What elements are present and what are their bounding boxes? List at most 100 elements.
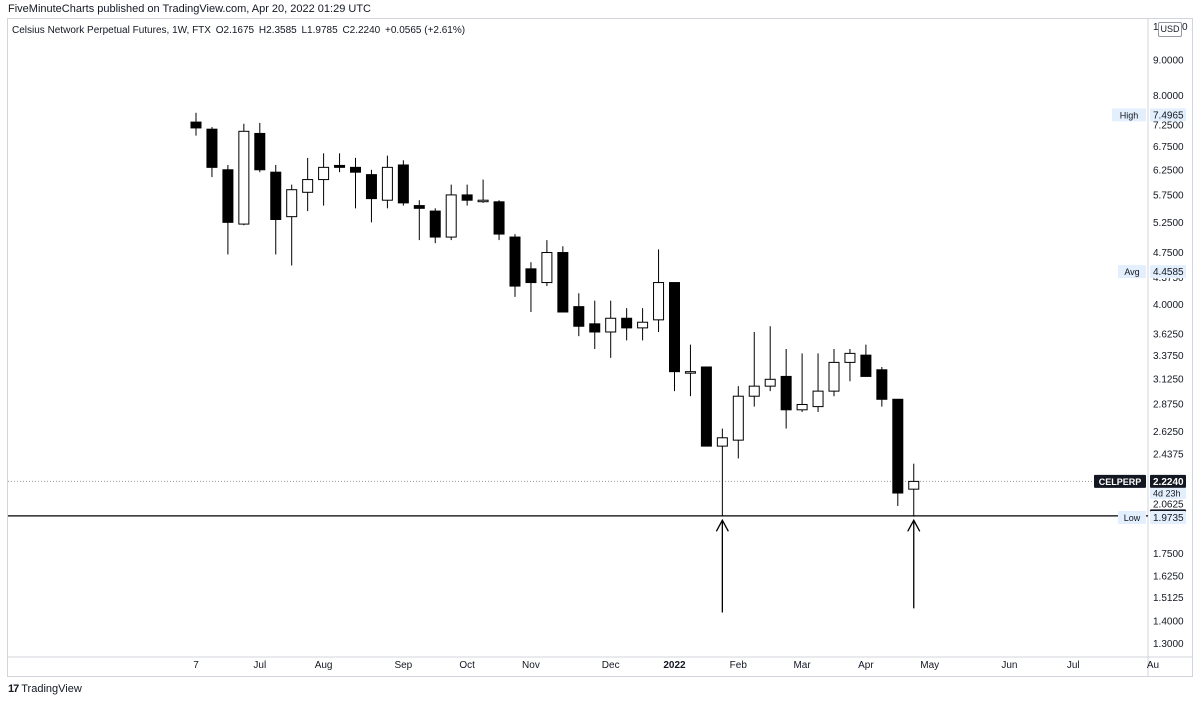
time-tick-label: Jul xyxy=(253,660,266,671)
candle-up xyxy=(318,166,330,181)
price-badge xyxy=(1150,108,1186,122)
price-tick-label: 1.6250 xyxy=(1153,572,1184,583)
candle-up xyxy=(796,403,808,411)
legend-open: O2.1675 xyxy=(215,25,255,36)
candle-up xyxy=(541,252,553,284)
time-tick-label: Jun xyxy=(1001,660,1017,671)
legend-high: H2.3585 xyxy=(258,25,297,36)
price-badge xyxy=(1150,265,1186,279)
candle-down xyxy=(621,317,633,329)
publisher-line: FiveMinuteCharts published on TradingVie… xyxy=(8,3,371,15)
candle-up xyxy=(844,352,856,363)
price-tick-label: 3.3750 xyxy=(1153,351,1184,362)
countdown-text: 4d 23h xyxy=(1153,488,1181,498)
currency-button[interactable]: USD xyxy=(1158,22,1182,37)
candle-up xyxy=(445,194,457,238)
footer-logo-text: TradingView xyxy=(21,683,82,695)
candle-up xyxy=(748,385,760,397)
candle-up xyxy=(828,361,840,392)
candle-down xyxy=(190,121,202,129)
tradingview-footer: 17 TradingView xyxy=(8,683,82,695)
candle-down xyxy=(206,128,218,168)
legend-close: C2.2240 xyxy=(342,25,381,36)
time-tick-label: Au xyxy=(1147,660,1159,671)
candle-down xyxy=(222,169,234,223)
price-line-label-badge xyxy=(1118,265,1146,279)
candle-up xyxy=(732,395,744,441)
candle-down xyxy=(860,354,872,377)
candle-down xyxy=(780,375,792,411)
candle-down xyxy=(573,306,585,327)
price-tick-label: 6.2500 xyxy=(1153,165,1184,176)
candle-down xyxy=(350,166,361,173)
legend-symbol: Celsius Network Perpetual Futures, 1W, F… xyxy=(12,25,211,36)
price-tick-label: 2.4375 xyxy=(1153,449,1184,460)
symbol-legend: Celsius Network Perpetual Futures, 1W, F… xyxy=(12,25,465,36)
price-tick-label: 6.7500 xyxy=(1153,142,1184,153)
currency-side-right: 0 xyxy=(1182,22,1188,33)
price-tick-label: 4.0000 xyxy=(1153,300,1184,311)
candle-down xyxy=(700,366,712,447)
time-tick-label: May xyxy=(920,660,939,671)
chart-frame xyxy=(7,18,1193,677)
time-tick-label: Jul xyxy=(1067,660,1080,671)
time-tick-label: Oct xyxy=(459,660,475,671)
candle-down xyxy=(493,201,505,235)
price-line-label-badge xyxy=(1118,510,1146,524)
candle-down xyxy=(669,282,680,373)
price-badge-value: 1.9735 xyxy=(1153,513,1184,524)
price-tick-label: 2.0625 xyxy=(1153,500,1184,511)
time-tick-label: Mar xyxy=(793,660,811,671)
price-line-label-badge xyxy=(1094,474,1146,488)
time-tick-label: Apr xyxy=(858,660,874,671)
arrow-up-head xyxy=(715,518,729,532)
price-tick-label: 1.7500 xyxy=(1153,549,1184,560)
arrow-up-head xyxy=(907,518,921,532)
candle-up xyxy=(653,282,665,321)
candle-down xyxy=(397,164,409,204)
candle-down xyxy=(413,205,425,209)
price-line-label: CELPERP xyxy=(1099,477,1142,487)
candle-up xyxy=(477,199,489,203)
price-badge-value: 2.2240 xyxy=(1153,477,1184,488)
candle-up xyxy=(286,189,298,218)
time-tick-label: Feb xyxy=(730,660,748,671)
price-tick-label: 4.3750 xyxy=(1153,273,1184,284)
price-tick-label: 4.7500 xyxy=(1153,248,1184,259)
price-tick-label: 5.2500 xyxy=(1153,218,1184,229)
price-line-label: High xyxy=(1120,110,1139,120)
time-tick-label: 7 xyxy=(193,660,199,671)
price-tick-label: 5.7500 xyxy=(1153,190,1184,201)
candle-down xyxy=(892,398,904,494)
countdown-badge xyxy=(1150,487,1186,499)
time-tick-label: Aug xyxy=(315,660,333,671)
candle-down xyxy=(589,323,601,333)
price-badge-value: 7.4965 xyxy=(1153,110,1184,121)
price-tick-label: 1.3000 xyxy=(1153,639,1184,650)
time-tick-label: Nov xyxy=(522,660,540,671)
price-tick-label: 3.6250 xyxy=(1153,330,1184,341)
candle-up xyxy=(381,166,393,201)
candle-up xyxy=(238,130,250,225)
candle-down xyxy=(876,369,888,400)
candle-down xyxy=(429,210,441,238)
price-line-label-badge xyxy=(1112,108,1146,122)
candle-up xyxy=(812,390,824,408)
candle-up xyxy=(605,317,617,333)
price-tick-label: 9.0000 xyxy=(1153,55,1184,66)
time-tick-label: Sep xyxy=(394,660,412,671)
price-tick-label: 7.2500 xyxy=(1153,121,1184,132)
candle-down xyxy=(334,164,346,168)
candle-down xyxy=(254,132,266,171)
price-badge xyxy=(1150,510,1186,524)
time-tick-label: 2022 xyxy=(663,660,686,671)
price-badge xyxy=(1150,474,1186,488)
candle-up xyxy=(764,378,776,387)
candle-down xyxy=(461,194,473,201)
candle-up xyxy=(908,480,920,490)
candle-down xyxy=(270,171,282,220)
price-tick-label: 2.8750 xyxy=(1153,399,1184,410)
legend-change: +0.0565 (+2.61%) xyxy=(385,25,466,36)
price-tick-label: 1.4000 xyxy=(1153,617,1184,628)
